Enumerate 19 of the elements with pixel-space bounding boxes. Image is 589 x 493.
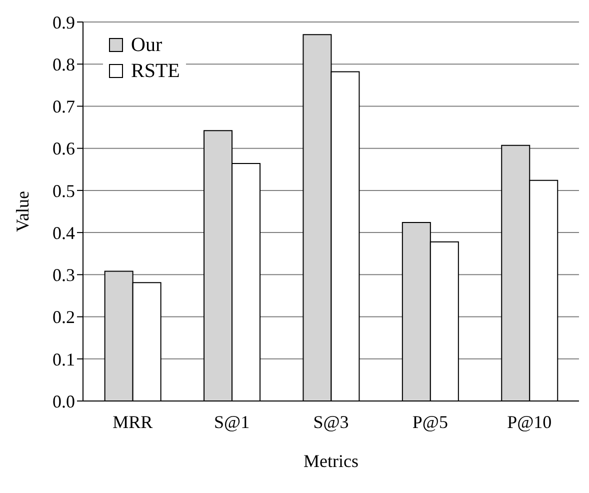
y-tick-label: 0.9 [52, 12, 75, 32]
y-tick-label: 0.1 [52, 349, 75, 370]
x-tick-label: P@10 [507, 412, 552, 432]
legend-label: RSTE [131, 59, 180, 84]
y-tick-label: 0.7 [52, 96, 75, 117]
y-tick-label: 0.3 [52, 265, 75, 286]
x-axis-title: Metrics [304, 451, 358, 471]
x-tick-label: MRR [112, 412, 153, 432]
y-tick-label: 0.4 [52, 222, 75, 243]
x-tick-label: S@1 [214, 412, 250, 432]
y-tick-label: 0.8 [52, 54, 75, 74]
legend-label: Our [131, 33, 162, 58]
y-tick-label: 0.6 [52, 138, 75, 159]
y-tick-label: 0.5 [52, 180, 75, 201]
y-tick-label: 0.2 [52, 307, 75, 328]
x-tick-label: P@5 [412, 412, 448, 432]
x-tick-label: S@3 [313, 412, 349, 432]
y-axis-title: Value [12, 191, 32, 232]
y-tick-label: 0.0 [52, 391, 75, 412]
